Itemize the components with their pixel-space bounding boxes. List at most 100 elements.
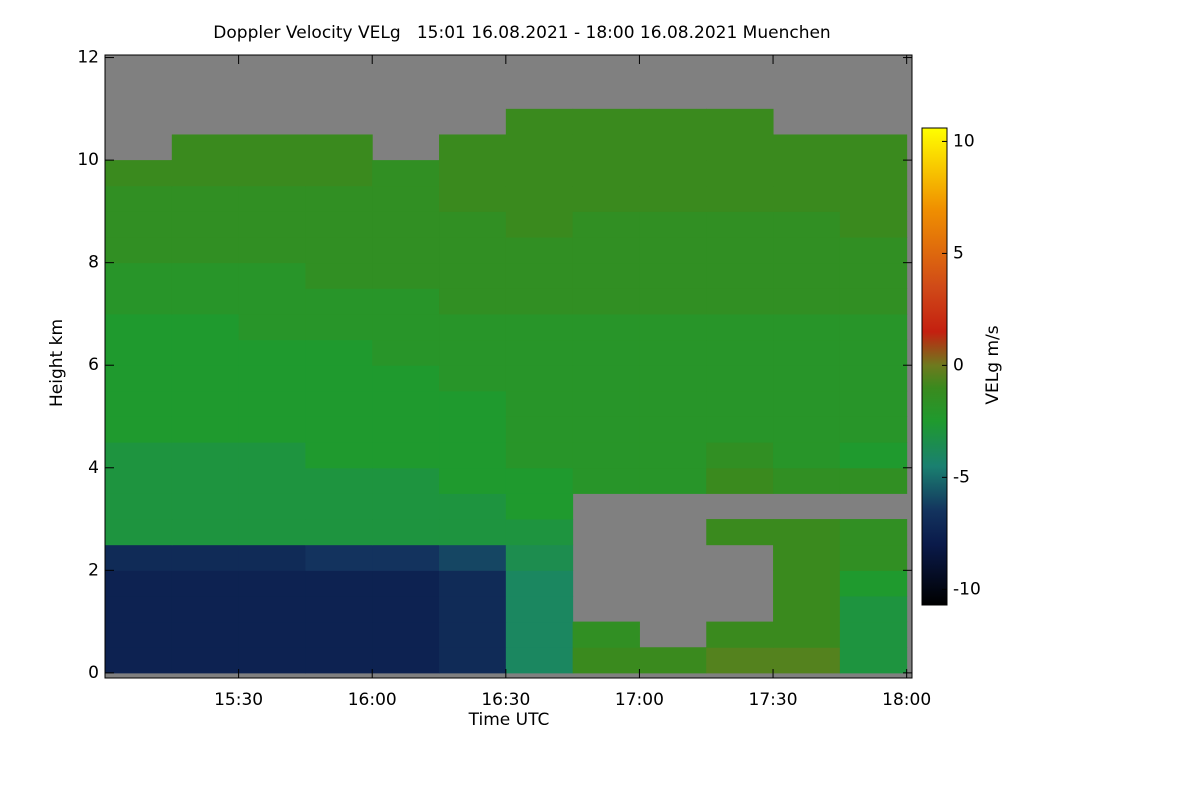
chart-title: Doppler Velocity VELg 15:01 16.08.2021 -… xyxy=(213,23,830,43)
heatmap-cell xyxy=(839,262,908,289)
y-tick-label: 2 xyxy=(88,560,99,580)
heatmap-cell xyxy=(505,365,574,392)
heatmap-cell xyxy=(171,339,240,366)
heatmap-cell xyxy=(305,570,373,597)
heatmap-cell xyxy=(639,262,707,289)
heatmap-cell xyxy=(439,519,507,546)
heatmap-cell xyxy=(505,211,574,238)
heatmap-cell xyxy=(773,519,841,546)
heatmap-cell xyxy=(105,339,173,366)
heatmap-cell xyxy=(773,262,841,289)
heatmap-cell xyxy=(505,467,574,494)
heatmap-cell xyxy=(372,519,440,546)
heatmap-cell xyxy=(572,390,640,417)
heatmap-cell xyxy=(305,211,373,238)
heatmap-cell xyxy=(439,442,507,469)
heatmap-cell xyxy=(372,211,440,238)
heatmap-cell xyxy=(839,288,908,315)
heatmap-cell xyxy=(839,467,908,494)
heatmap-cell xyxy=(238,570,306,597)
heatmap-cell xyxy=(171,365,240,392)
heatmap-cell xyxy=(439,416,507,443)
heatmap-cell xyxy=(706,647,774,674)
heatmap-cell xyxy=(171,211,240,238)
heatmap-cell xyxy=(572,288,640,315)
heatmap-cell xyxy=(171,570,240,597)
heatmap-cell xyxy=(105,595,173,623)
heatmap-cell xyxy=(305,467,373,494)
heatmap-cell xyxy=(171,288,240,315)
heatmap-cell xyxy=(439,237,507,264)
heatmap-cell xyxy=(238,493,306,520)
heatmap-cell xyxy=(105,185,173,212)
colorbar-tick-label: 10 xyxy=(953,131,975,151)
heatmap-cell xyxy=(572,467,640,494)
heatmap-cell xyxy=(171,313,240,341)
heatmap-cell xyxy=(773,134,841,161)
heatmap-cell xyxy=(171,647,240,674)
heatmap-cell xyxy=(572,108,640,135)
heatmap-cell xyxy=(505,288,574,315)
heatmap-cell xyxy=(439,211,507,238)
colorbar-label: VELg m/s xyxy=(983,325,1003,404)
heatmap-cell xyxy=(505,544,574,571)
heatmap-cell xyxy=(439,160,507,187)
y-tick-label: 10 xyxy=(77,150,99,170)
heatmap-cell xyxy=(372,313,440,341)
heatmap-cell xyxy=(572,160,640,187)
heatmap-cell xyxy=(171,544,240,571)
heatmap-cell xyxy=(639,134,707,161)
heatmap-cell xyxy=(439,313,507,341)
heatmap-cell xyxy=(105,544,173,571)
heatmap-cell xyxy=(105,313,173,341)
colorbar-tick-label: -10 xyxy=(953,579,981,599)
heatmap-cell xyxy=(238,237,306,264)
heatmap-cell xyxy=(171,416,240,443)
heatmap-cell xyxy=(238,595,306,623)
heatmap-cell xyxy=(706,365,774,392)
heatmap-cell xyxy=(439,134,507,161)
heatmap-cell xyxy=(305,288,373,315)
heatmap-cell xyxy=(305,442,373,469)
heatmap-cell xyxy=(305,621,373,648)
heatmap-cell xyxy=(305,647,373,674)
heatmap-cell xyxy=(773,442,841,469)
y-tick-label: 4 xyxy=(88,458,99,478)
heatmap-cell xyxy=(505,442,574,469)
heatmap-cell xyxy=(572,134,640,161)
heatmap-cell xyxy=(639,313,707,341)
heatmap-cell xyxy=(305,160,373,187)
heatmap-cell xyxy=(505,570,574,597)
heatmap-cell xyxy=(372,339,440,366)
heatmap-cell xyxy=(773,647,841,674)
heatmap-cell xyxy=(839,365,908,392)
heatmap-cell xyxy=(305,339,373,366)
heatmap-cell xyxy=(839,313,908,341)
heatmap-cell xyxy=(171,237,240,264)
heatmap-cell xyxy=(171,493,240,520)
heatmap-cell xyxy=(439,467,507,494)
heatmap-cell xyxy=(439,570,507,597)
heatmap-cell xyxy=(372,493,440,520)
heatmap-cell xyxy=(706,237,774,264)
heatmap-cell xyxy=(171,390,240,417)
heatmap-cell xyxy=(706,160,774,187)
heatmap-cell xyxy=(105,262,173,289)
x-tick-label: 16:30 xyxy=(481,690,530,710)
heatmap-cell xyxy=(238,185,306,212)
heatmap-cell xyxy=(839,237,908,264)
heatmap-cell xyxy=(505,493,574,520)
heatmap-cell xyxy=(372,262,440,289)
heatmap-cell xyxy=(773,390,841,417)
heatmap-cell xyxy=(305,237,373,264)
heatmap-cell xyxy=(505,390,574,417)
heatmap-cell xyxy=(305,416,373,443)
heatmap-cell xyxy=(839,570,908,597)
heatmap-cell xyxy=(105,493,173,520)
heatmap-cell xyxy=(372,237,440,264)
heatmap-cell xyxy=(305,365,373,392)
heatmap-cell xyxy=(238,313,306,341)
heatmap-cell xyxy=(839,339,908,366)
heatmap-cell xyxy=(238,544,306,571)
